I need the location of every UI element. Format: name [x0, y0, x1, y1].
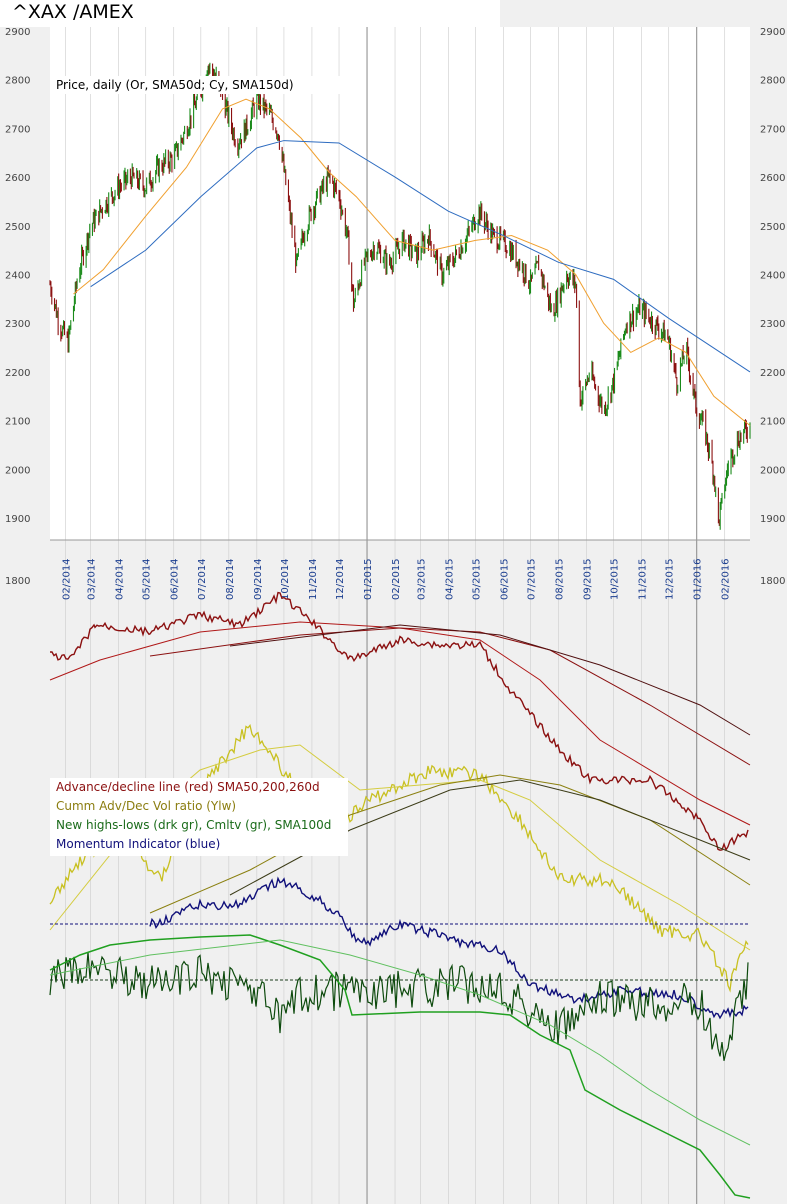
cumulative-highs-lows-line: [49, 934, 751, 1199]
bottom-left-axis-label: 1800: [5, 576, 30, 587]
y-tick-label: 1900: [5, 514, 30, 525]
y-tick-label: 2200: [760, 368, 785, 379]
price-legend: Price, daily (Or, SMA50d; Cy, SMA150d): [50, 76, 350, 94]
sma150-line: [90, 140, 751, 373]
y-tick-label: 2000: [5, 465, 30, 476]
x-tick-label: 06/2015: [499, 558, 510, 600]
x-tick-label: 04/2015: [444, 558, 455, 600]
y-tick-label: 2800: [760, 76, 785, 87]
legend-adv-dec-vol: Cumm Adv/Dec Vol ratio (Ylw): [56, 799, 237, 813]
bottom-right-axis-label: 1800: [760, 576, 785, 587]
ad-sma50-line: [49, 621, 751, 826]
y-tick-label: 2700: [760, 124, 785, 135]
price-legend-text: Price, daily (Or, SMA50d; Cy, SMA150d): [56, 78, 294, 92]
x-tick-label: 02/2014: [61, 558, 72, 600]
x-tick-label: 09/2015: [583, 558, 594, 600]
x-tick-label: 03/2014: [87, 558, 98, 600]
title-box: ^XAX /AMEX: [0, 0, 500, 27]
y-tick-label: 2400: [760, 271, 785, 282]
x-tick-label: 12/2014: [335, 558, 346, 600]
x-tick-label: 02/2015: [391, 558, 402, 600]
x-tick-label: 11/2015: [638, 558, 649, 600]
y-tick-label: 2900: [5, 27, 30, 38]
x-tick-label: 05/2015: [471, 558, 482, 600]
y-tick-label: 2100: [5, 417, 30, 428]
sma50-line: [73, 98, 751, 426]
adv-dec-vol-longest-sma-line: [229, 779, 751, 896]
ad-line: [50, 591, 749, 852]
x-tick-label: 04/2014: [115, 558, 126, 600]
y-tick-label: 1900: [760, 514, 785, 525]
new-highs-lows-line: [49, 951, 749, 1061]
price-series: [49, 62, 751, 530]
x-tick-label: 06/2014: [170, 558, 181, 600]
y-tick-label: 2400: [5, 271, 30, 282]
momentum-line: [149, 876, 749, 1020]
x-tick-label: 02/2016: [721, 558, 732, 600]
x-tick-label: 05/2014: [142, 558, 153, 600]
x-tick-label: 07/2015: [527, 558, 538, 600]
y-tick-label: 2200: [5, 368, 30, 379]
x-tick-label: 07/2014: [197, 558, 208, 600]
y-tick-label: 2700: [5, 124, 30, 135]
legend-ad-line: Advance/decline line (red) SMA50,200,260…: [56, 780, 320, 794]
y-tick-label: 2000: [760, 465, 785, 476]
x-tick-label: 01/2015: [363, 558, 374, 600]
chart-title: ^XAX /AMEX: [12, 1, 134, 23]
x-tick-label: 10/2014: [280, 558, 291, 600]
y-axis-right: 2900 2800 2700 2600 2500 2400 2300 2200 2100 2000…: [760, 27, 785, 525]
x-tick-label: 10/2015: [610, 558, 621, 600]
cumulative-sma100-line: [49, 939, 751, 1146]
y-tick-label: 2500: [760, 222, 785, 233]
ad-sma260-line: [229, 624, 751, 736]
y-tick-label: 2600: [760, 173, 785, 184]
legend-new-highs-lows: New highs-lows (drk gr), Cmltv (gr), SMA…: [56, 818, 332, 832]
month-gridlines: [50, 27, 750, 1204]
y-tick-label: 2600: [5, 173, 30, 184]
x-tick-label: 03/2015: [416, 558, 427, 600]
x-tick-label: 12/2015: [665, 558, 676, 600]
x-tick-label: 01/2016: [693, 558, 704, 600]
y-tick-label: 2900: [760, 27, 785, 38]
y-tick-label: 2100: [760, 417, 785, 428]
x-axis-labels: 02/2014 03/2014 04/2014 05/2014 06/2014 07/20…: [61, 558, 731, 600]
y-tick-label: 2800: [5, 76, 30, 87]
indicator-legend: Advance/decline line (red) SMA50,200,260…: [50, 778, 348, 856]
x-tick-label: 09/2014: [253, 558, 264, 600]
y-tick-label: 2300: [5, 319, 30, 330]
ad-sma200-line: [149, 627, 751, 766]
x-tick-label: 08/2014: [225, 558, 236, 600]
y-tick-label: 2300: [760, 319, 785, 330]
price-plot-area: [50, 27, 750, 540]
x-tick-label: 11/2014: [308, 558, 319, 600]
y-tick-label: 2500: [5, 222, 30, 233]
legend-momentum: Momentum Indicator (blue): [56, 837, 221, 851]
x-tick-label: 08/2015: [555, 558, 566, 600]
y-axis-left: 2900 2800 2700 2600 2500 2400 2300 2200 2100 2000…: [5, 27, 30, 525]
